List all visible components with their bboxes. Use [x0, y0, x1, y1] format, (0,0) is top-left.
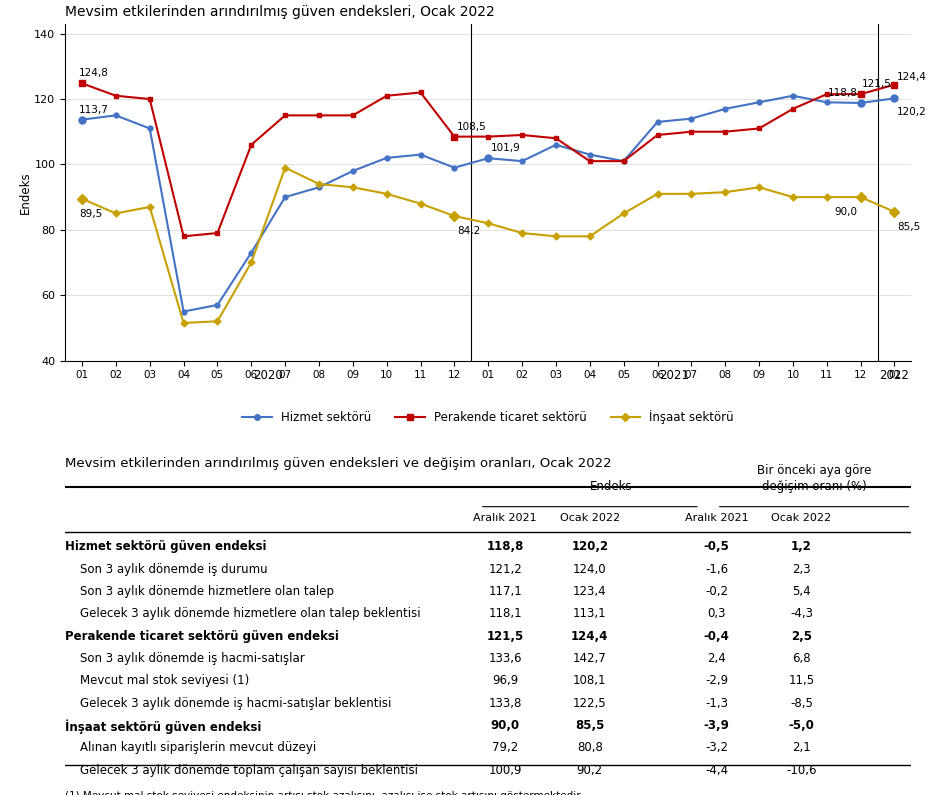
- Text: Gelecek 3 aylık dönemde hizmetlere olan talep beklentisi: Gelecek 3 aylık dönemde hizmetlere olan …: [65, 607, 420, 620]
- Text: -0,4: -0,4: [704, 630, 730, 642]
- Text: 2,5: 2,5: [790, 630, 812, 642]
- Text: Mevsim etkilerinden arındırılmış güven endeksleri, Ocak 2022: Mevsim etkilerinden arındırılmış güven e…: [65, 5, 495, 18]
- Text: İnşaat sektörü güven endeksi: İnşaat sektörü güven endeksi: [65, 719, 261, 734]
- Text: 85,5: 85,5: [575, 719, 604, 732]
- Text: 121,5: 121,5: [862, 80, 892, 89]
- Text: -8,5: -8,5: [790, 696, 813, 710]
- Text: 85,5: 85,5: [897, 222, 921, 232]
- Text: Mevcut mal stok seviyesi (1): Mevcut mal stok seviyesi (1): [65, 674, 249, 688]
- Text: Ocak 2022: Ocak 2022: [771, 513, 831, 523]
- Text: Son 3 aylık dönemde hizmetlere olan talep: Son 3 aylık dönemde hizmetlere olan tale…: [65, 585, 334, 598]
- Text: 133,8: 133,8: [488, 696, 522, 710]
- Text: Perakende ticaret sektörü güven endeksi: Perakende ticaret sektörü güven endeksi: [65, 630, 339, 642]
- Text: 124,4: 124,4: [571, 630, 608, 642]
- Text: Alınan kayıtlı siparişlerin mevcut düzeyi: Alınan kayıtlı siparişlerin mevcut düzey…: [65, 742, 316, 754]
- Text: -5,0: -5,0: [789, 719, 815, 732]
- Text: 80,8: 80,8: [577, 742, 603, 754]
- Legend: Hizmet sektörü, Perakende ticaret sektörü, İnşaat sektörü: Hizmet sektörü, Perakende ticaret sektör…: [238, 405, 738, 429]
- Text: 124,4: 124,4: [897, 72, 927, 83]
- Text: 11,5: 11,5: [789, 674, 815, 688]
- Text: 5,4: 5,4: [792, 585, 811, 598]
- Text: Gelecek 3 aylık dönemde toplam çalışan sayısı beklentisi: Gelecek 3 aylık dönemde toplam çalışan s…: [65, 764, 418, 777]
- Y-axis label: Endeks: Endeks: [19, 171, 32, 214]
- Text: 108,5: 108,5: [458, 122, 487, 132]
- Text: 100,9: 100,9: [488, 764, 522, 777]
- Text: -0,2: -0,2: [705, 585, 728, 598]
- Text: 2020: 2020: [253, 369, 283, 382]
- Text: 90,0: 90,0: [835, 207, 857, 217]
- Text: 84,2: 84,2: [458, 226, 481, 236]
- Text: 124,0: 124,0: [573, 563, 606, 576]
- Text: Gelecek 3 aylık dönemde iş hacmi-satışlar beklentisi: Gelecek 3 aylık dönemde iş hacmi-satışla…: [65, 696, 392, 710]
- Text: 123,4: 123,4: [573, 585, 606, 598]
- Text: -0,5: -0,5: [704, 541, 730, 553]
- Text: 79,2: 79,2: [492, 742, 518, 754]
- Text: 2,1: 2,1: [792, 742, 811, 754]
- Text: 121,5: 121,5: [486, 630, 524, 642]
- Text: 122,5: 122,5: [573, 696, 606, 710]
- Text: 89,5: 89,5: [79, 209, 102, 219]
- Text: 118,8: 118,8: [828, 88, 857, 98]
- Text: 2,4: 2,4: [708, 652, 726, 665]
- Text: -4,3: -4,3: [790, 607, 813, 620]
- Text: 2022: 2022: [880, 369, 910, 382]
- Text: -3,9: -3,9: [704, 719, 730, 732]
- Text: Endeks: Endeks: [590, 480, 632, 493]
- Text: 1,2: 1,2: [790, 541, 812, 553]
- Text: -2,9: -2,9: [705, 674, 728, 688]
- Text: Mevsim etkilerinden arındırılmış güven endeksleri ve değişim oranları, Ocak 2022: Mevsim etkilerinden arındırılmış güven e…: [65, 457, 612, 470]
- Text: 121,2: 121,2: [488, 563, 522, 576]
- Text: (1) Mevcut mal stok seviyesi endeksinin artışı stok azalışını, azalışı ise stok : (1) Mevcut mal stok seviyesi endeksinin …: [65, 791, 583, 795]
- Text: Ocak 2022: Ocak 2022: [560, 513, 620, 523]
- Text: 0,3: 0,3: [708, 607, 726, 620]
- Text: -10,6: -10,6: [786, 764, 817, 777]
- Text: Son 3 aylık dönemde iş hacmi-satışlar: Son 3 aylık dönemde iş hacmi-satışlar: [65, 652, 305, 665]
- Text: -1,3: -1,3: [705, 696, 728, 710]
- Text: 113,1: 113,1: [573, 607, 606, 620]
- Text: 96,9: 96,9: [492, 674, 518, 688]
- Text: Aralık 2021: Aralık 2021: [684, 513, 749, 523]
- Text: 142,7: 142,7: [573, 652, 606, 665]
- Text: 118,8: 118,8: [486, 541, 524, 553]
- Text: 118,1: 118,1: [488, 607, 522, 620]
- Text: 108,1: 108,1: [573, 674, 606, 688]
- Text: 120,2: 120,2: [571, 541, 608, 553]
- Text: Hizmet sektörü güven endeksi: Hizmet sektörü güven endeksi: [65, 541, 267, 553]
- Text: 113,7: 113,7: [79, 105, 109, 114]
- Text: Son 3 aylık dönemde iş durumu: Son 3 aylık dönemde iş durumu: [65, 563, 268, 576]
- Text: 2,3: 2,3: [792, 563, 811, 576]
- Text: 6,8: 6,8: [792, 652, 811, 665]
- Text: 124,8: 124,8: [79, 68, 109, 79]
- Text: 2021: 2021: [659, 369, 689, 382]
- Text: Aralık 2021: Aralık 2021: [473, 513, 537, 523]
- Text: 117,1: 117,1: [488, 585, 522, 598]
- Text: -3,2: -3,2: [705, 742, 728, 754]
- Text: 101,9: 101,9: [491, 143, 521, 153]
- Text: -4,4: -4,4: [705, 764, 728, 777]
- Text: 90,0: 90,0: [491, 719, 520, 732]
- Text: 90,2: 90,2: [577, 764, 603, 777]
- Text: -1,6: -1,6: [705, 563, 728, 576]
- Text: Bir önceki aya göre
değişim oranı (%): Bir önceki aya göre değişim oranı (%): [757, 464, 871, 493]
- Text: 133,6: 133,6: [488, 652, 522, 665]
- Text: 120,2: 120,2: [897, 107, 927, 117]
